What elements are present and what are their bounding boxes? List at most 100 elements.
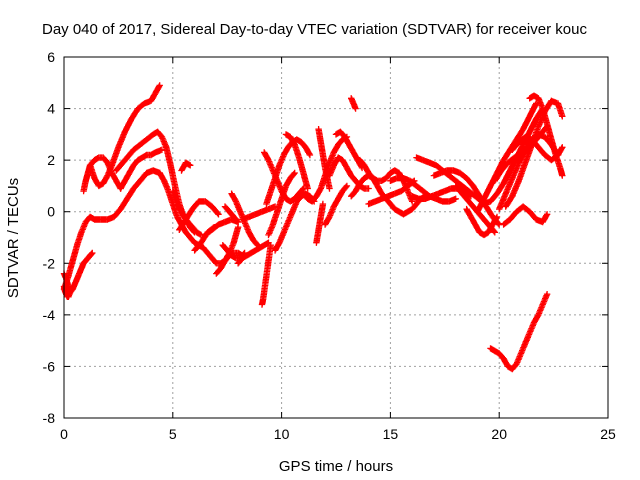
data-point [300,190,310,201]
data-point [261,149,271,163]
data-point [202,227,215,239]
data-series-31 [321,182,351,228]
data-point [271,240,282,254]
y-tick-label: -2 [43,255,56,271]
data-point [319,151,329,170]
data-point [313,186,324,200]
data-point [526,101,539,120]
data-series-20 [234,239,272,267]
data-point [337,128,347,140]
data-point [506,209,519,223]
data-point [121,171,132,184]
data-point [278,187,289,201]
data-point [480,184,493,202]
data-point [215,211,222,218]
data-point [335,137,345,148]
data-point [187,162,194,169]
data-point [465,187,478,199]
data-point [300,169,311,191]
data-point [335,189,345,202]
data-series-6 [113,128,170,174]
data-point [400,209,410,218]
data-point [61,288,69,297]
data-point [452,195,459,202]
data-point [130,178,143,192]
data-point [208,203,221,217]
data-point [478,213,491,227]
data-point [167,162,178,188]
data-point [126,147,136,159]
x-tick-label: 10 [274,426,290,442]
data-point [343,164,354,178]
data-point [548,136,559,157]
data-point [361,162,372,175]
data-series-29 [313,200,327,246]
data-point [500,355,511,369]
data-point [293,194,304,205]
x-tick-label: 0 [60,426,68,442]
data-point [130,142,143,153]
data-point [472,221,483,235]
data-point [480,229,491,239]
x-tick-label: 25 [600,426,616,442]
data-point [374,182,385,196]
data-point [134,101,147,112]
data-point [463,175,476,188]
data-series-49 [502,97,566,210]
data-point [147,149,158,159]
data-point [230,225,241,246]
data-point [232,198,243,214]
data-point [321,215,332,228]
data-point [291,169,298,177]
data-point [349,97,357,106]
data-point [117,196,130,213]
data-point [319,200,327,208]
data-point [509,160,522,182]
data-series-4 [80,154,124,195]
data-point [126,163,137,177]
data-point [543,120,555,142]
data-point [82,255,91,264]
y-tick-label: -6 [43,358,56,374]
data-point [202,198,215,209]
data-series-46 [480,105,546,208]
data-point [315,126,324,144]
data-point [213,266,223,277]
data-series-22 [258,242,274,308]
data-point [282,176,293,190]
data-point [269,209,280,228]
data-point [115,130,128,151]
data-series-52 [500,203,551,228]
data-point [533,100,540,107]
data-point [509,361,519,373]
data-point [123,186,136,202]
y-axis-label: SDTVAR / TECUs [5,178,22,298]
data-point [291,191,302,202]
data-point [504,155,517,166]
data-point [398,183,410,195]
data-point [352,181,363,195]
data-point [365,169,376,181]
data-point [234,256,245,267]
data-point [117,178,128,192]
data-point [406,177,419,189]
data-point [317,138,326,157]
plot-frame [63,56,609,419]
data-point [280,145,291,159]
data-point [267,242,274,249]
data-point [382,195,393,207]
data-point [467,213,478,227]
data-series-51 [526,92,566,179]
data-point [137,170,149,184]
data-point [409,201,419,213]
data-point [80,258,89,267]
data-point [191,240,204,254]
data-point [308,194,319,205]
data-point [446,172,458,184]
data-point [191,229,198,236]
data-point [228,190,239,204]
data-point [187,234,197,245]
data-point [84,253,93,262]
data-point [404,206,415,215]
data-point [513,127,526,143]
